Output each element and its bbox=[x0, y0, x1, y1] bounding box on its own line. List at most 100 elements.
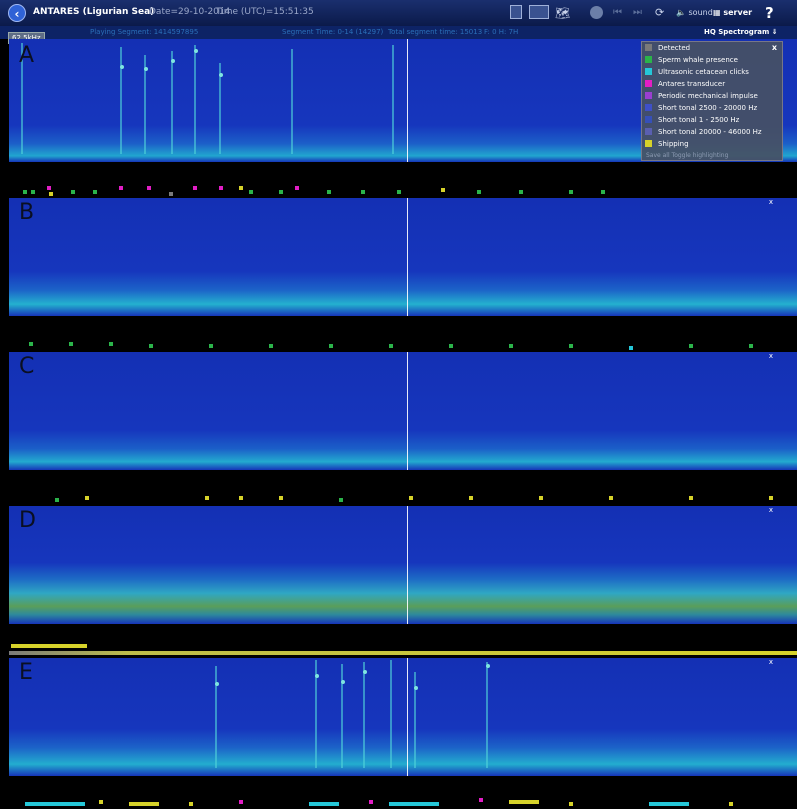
single-view-icon[interactable] bbox=[510, 5, 522, 19]
detection-mark bbox=[119, 186, 123, 190]
legend-label: Ultrasonic cetacean clicks bbox=[658, 68, 749, 76]
detection-mark bbox=[361, 190, 365, 194]
detection-track-e bbox=[9, 776, 797, 809]
detection-mark bbox=[409, 496, 413, 500]
legend-item-ultrasonic[interactable]: Ultrasonic cetacean clicks bbox=[645, 67, 749, 78]
panel-close-d[interactable]: x bbox=[768, 506, 773, 514]
detection-mark bbox=[369, 800, 373, 804]
fps-readout: F: 0 H: 7H bbox=[484, 28, 519, 36]
detection-mark bbox=[389, 344, 393, 348]
legend-label: Periodic mechanical impulse bbox=[658, 92, 758, 100]
swatch bbox=[645, 128, 652, 135]
swatch bbox=[645, 56, 652, 63]
shipping-bar bbox=[9, 651, 797, 655]
time-cursor bbox=[407, 352, 408, 470]
detection-mark bbox=[209, 344, 213, 348]
detection-mark bbox=[69, 342, 73, 346]
detection-mark bbox=[239, 496, 243, 500]
legend-item-sperm-whale[interactable]: Sperm whale presence bbox=[645, 55, 738, 66]
total-segment-time: Total segment time: 15013 bbox=[388, 28, 483, 36]
legend-item-tonal-mid[interactable]: Short tonal 2500 - 20000 Hz bbox=[645, 103, 757, 114]
panel-label-e: E bbox=[19, 660, 33, 685]
detection-mark bbox=[609, 496, 613, 500]
playing-segment: Playing Segment: 1414597895 bbox=[90, 28, 199, 36]
time-cursor bbox=[407, 506, 408, 624]
legend-item-periodic[interactable]: Periodic mechanical impulse bbox=[645, 91, 758, 102]
panel-label-c: C bbox=[19, 354, 35, 379]
legend-label: Short tonal 2500 - 20000 Hz bbox=[658, 104, 758, 112]
station-title: ANTARES (Ligurian Sea) bbox=[33, 7, 155, 17]
legend-label: Short tonal 20000 - 46000 Hz bbox=[658, 128, 762, 136]
detection-mark bbox=[147, 186, 151, 190]
detection-mark bbox=[85, 496, 89, 500]
spectrogram-e[interactable]: E x bbox=[9, 658, 797, 776]
skip-back-icon[interactable]: ⏮ bbox=[613, 7, 622, 18]
detection-mark bbox=[55, 498, 59, 502]
back-button[interactable]: ‹ bbox=[8, 4, 26, 22]
server-button[interactable]: ▦ server bbox=[713, 5, 752, 21]
detection-mark bbox=[509, 344, 513, 348]
sound-label: sound bbox=[688, 8, 713, 17]
detection-mark bbox=[269, 344, 273, 348]
legend-footer[interactable]: Save all Toggle highlighting bbox=[646, 152, 729, 159]
legend-item-tonal-low[interactable]: Short tonal 1 - 2500 Hz bbox=[645, 115, 739, 126]
detection-track-a bbox=[9, 162, 797, 198]
panel-close-b[interactable]: x bbox=[768, 198, 773, 206]
detection-mark bbox=[509, 800, 539, 804]
refresh-icon[interactable]: ⟳ bbox=[655, 6, 665, 19]
detection-mark bbox=[239, 186, 243, 190]
speaker-icon: 🔈 bbox=[676, 8, 686, 17]
multi-view-icon[interactable] bbox=[529, 5, 549, 19]
hq-spectrogram-toggle[interactable]: HQ Spectrogram ⇓ bbox=[704, 28, 778, 36]
detection-legend: x Detected Sperm whale presence Ultrason… bbox=[641, 41, 783, 161]
detection-mark bbox=[469, 496, 473, 500]
time-cursor bbox=[407, 198, 408, 316]
detection-mark bbox=[749, 344, 753, 348]
detection-mark bbox=[193, 186, 197, 190]
panel-label-b: B bbox=[19, 200, 35, 225]
spectrogram-b[interactable]: B x bbox=[9, 198, 797, 316]
panel-close-e[interactable]: x bbox=[768, 658, 773, 666]
spectrogram-d[interactable]: D x bbox=[9, 506, 797, 624]
swatch bbox=[645, 44, 652, 51]
skip-forward-icon[interactable]: ⏭ bbox=[633, 7, 642, 18]
date-readout: Date=29-10-2014 bbox=[149, 7, 231, 17]
detection-track-d bbox=[9, 624, 797, 658]
legend-item-shipping[interactable]: Shipping bbox=[645, 139, 689, 150]
detection-mark bbox=[729, 802, 733, 806]
legend-item-transducer[interactable]: Antares transducer bbox=[645, 79, 725, 90]
legend-item-detected[interactable]: Detected bbox=[645, 43, 690, 54]
click-traces-e bbox=[215, 660, 490, 768]
record-icon[interactable] bbox=[590, 6, 603, 19]
detection-track-c bbox=[9, 470, 797, 506]
panel-label-a: A bbox=[19, 43, 35, 68]
detection-mark bbox=[23, 190, 27, 194]
time-cursor bbox=[407, 658, 408, 776]
time-cursor bbox=[407, 39, 408, 162]
hq-label: HQ Spectrogram bbox=[704, 28, 770, 36]
swatch bbox=[645, 116, 652, 123]
detection-mark bbox=[569, 190, 573, 194]
panel-close-c[interactable]: x bbox=[768, 352, 773, 360]
legend-item-tonal-high[interactable]: Short tonal 20000 - 46000 Hz bbox=[645, 127, 762, 138]
detection-mark bbox=[649, 802, 689, 806]
download-icon: ⇓ bbox=[771, 28, 778, 36]
detection-mark bbox=[295, 186, 299, 190]
swatch bbox=[645, 104, 652, 111]
help-button[interactable]: ? bbox=[765, 4, 774, 22]
sound-button[interactable]: 🔈 sound bbox=[676, 5, 713, 21]
detection-mark bbox=[327, 190, 331, 194]
detection-mark bbox=[239, 800, 243, 804]
detection-mark bbox=[389, 802, 439, 806]
click-traces-a bbox=[21, 43, 394, 154]
detection-mark bbox=[329, 344, 333, 348]
detection-mark bbox=[569, 344, 573, 348]
swatch bbox=[645, 80, 652, 87]
detection-mark bbox=[769, 496, 773, 500]
world-map-icon[interactable]: 🗺 bbox=[555, 6, 571, 20]
legend-label: Sperm whale presence bbox=[658, 56, 738, 64]
detection-mark bbox=[249, 190, 253, 194]
spectrogram-c[interactable]: C x bbox=[9, 352, 797, 470]
legend-close-button[interactable]: x bbox=[771, 43, 777, 52]
detection-mark bbox=[397, 190, 401, 194]
